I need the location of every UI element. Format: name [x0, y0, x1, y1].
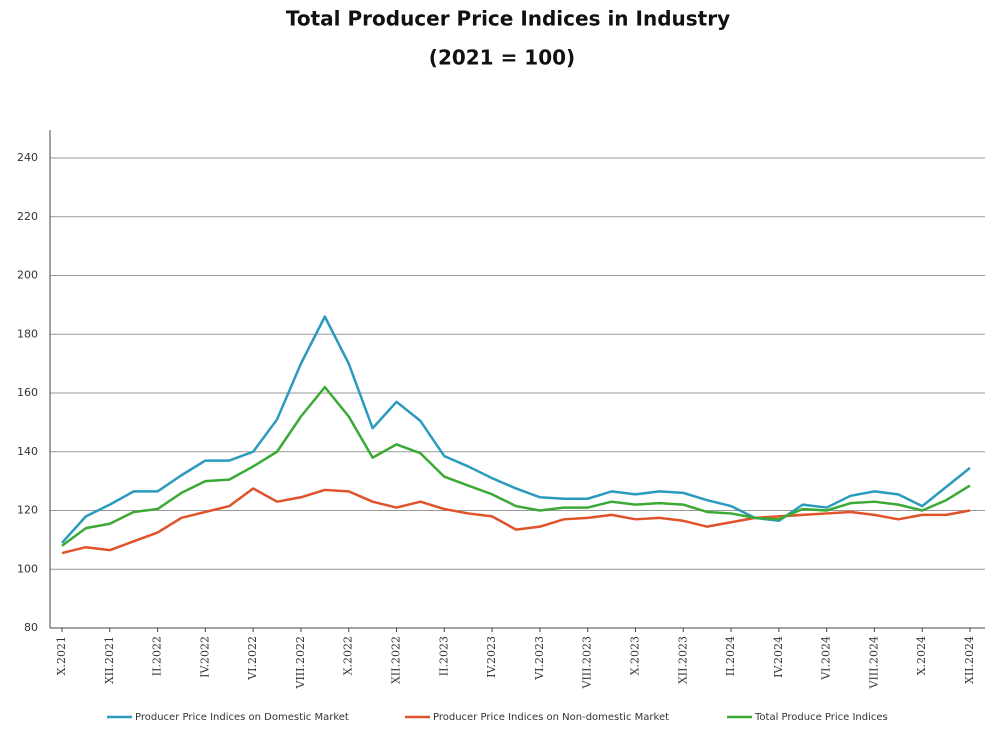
y-tick-label: 180 [17, 327, 38, 340]
series-line [61, 385, 971, 547]
legend-label: Total Produce Price Indices [754, 712, 888, 723]
chart-subtitle: (2021 = 100) [429, 46, 575, 70]
x-tick-label: VIII.2023 [581, 636, 594, 689]
x-tick-label: II.2024 [724, 636, 737, 676]
y-tick-label: 160 [17, 386, 38, 399]
y-tick-label: 80 [24, 621, 38, 634]
x-tick-label: VIII.2024 [867, 636, 880, 689]
y-tick-label: 220 [17, 210, 38, 223]
chart-title: Total Producer Price Indices in Industry [286, 7, 730, 31]
y-tick-label: 140 [17, 445, 38, 458]
legend-label: Producer Price Indices on Domestic Marke… [135, 712, 349, 723]
series-line [61, 315, 971, 544]
x-tick-label: XII.2021 [103, 636, 116, 684]
x-tick-label: X.2021 [55, 636, 68, 675]
x-tick-label: II.2022 [151, 636, 164, 676]
x-tick-label: VIII.2022 [294, 636, 307, 689]
x-tick-label: X.2022 [342, 636, 355, 675]
x-tick-label: VI.2024 [820, 636, 833, 681]
x-tick-label: VI.2023 [533, 636, 546, 681]
x-tick-label: IV.2024 [772, 636, 785, 678]
series-line [61, 487, 971, 555]
y-tick-label: 100 [17, 562, 38, 575]
x-tick-label: IV.2022 [198, 636, 211, 678]
x-tick-label: VI.2022 [246, 636, 259, 681]
x-tick-label: X.2023 [628, 636, 641, 675]
x-tick-label: X.2024 [915, 636, 928, 675]
x-tick-label: XII.2024 [963, 636, 976, 684]
y-tick-label: 200 [17, 269, 38, 282]
x-tick-label: IV.2023 [485, 636, 498, 678]
y-tick-label: 240 [17, 151, 38, 164]
legend-label: Producer Price Indices on Non-domestic M… [433, 712, 669, 723]
x-tick-label: XII.2022 [390, 636, 403, 684]
x-tick-label: II.2023 [437, 636, 450, 676]
y-tick-label: 120 [17, 504, 38, 517]
x-tick-label: XII.2023 [676, 636, 689, 684]
